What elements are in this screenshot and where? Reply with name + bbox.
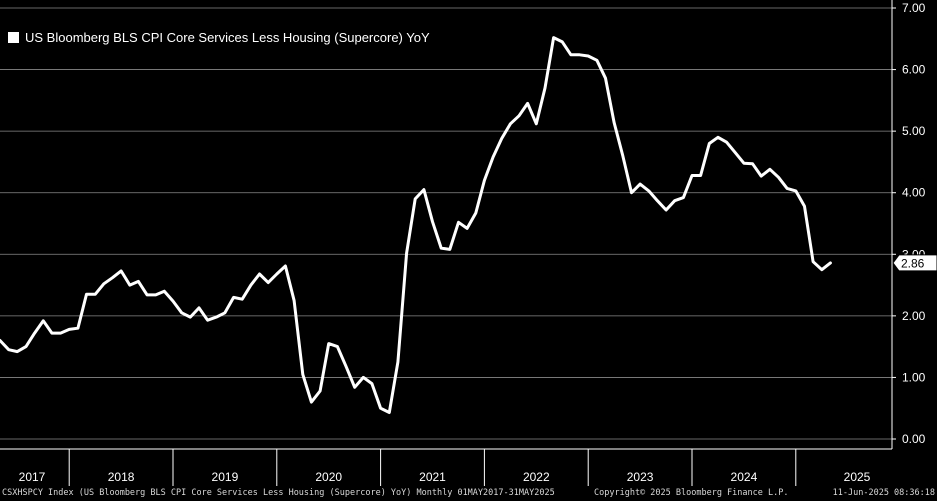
y-tick-label: 1.00 xyxy=(902,370,926,384)
y-tick-label: 7.00 xyxy=(902,1,926,15)
x-tick-label: 2020 xyxy=(315,470,342,484)
x-tick-label: 2025 xyxy=(844,470,871,484)
x-axis: 2017 2018 2019 2020 2021 2022 2023 2024 2025 xyxy=(0,448,892,486)
last-value-tag xyxy=(892,254,937,272)
legend-label: US Bloomberg BLS CPI Core Services Less … xyxy=(25,30,430,45)
series-line xyxy=(0,36,832,414)
x-tick-label: 2019 xyxy=(212,470,239,484)
footer-timestamp: 11-Jun-2025 08:36:18 xyxy=(832,488,935,498)
x-tick-label: 2023 xyxy=(627,470,654,484)
last-value-marker: 2.86 xyxy=(892,254,937,272)
x-tick-label: 2021 xyxy=(419,470,446,484)
line-chart: 0.001.002.003.004.005.006.007.00 2017 201… xyxy=(0,0,937,486)
x-tick-label: 2024 xyxy=(731,470,758,484)
x-tick-label: 2018 xyxy=(108,470,135,484)
y-tick-label: 0.00 xyxy=(902,432,926,446)
y-tick-label: 2.00 xyxy=(902,309,926,323)
legend-swatch xyxy=(8,32,19,43)
legend: US Bloomberg BLS CPI Core Services Less … xyxy=(8,30,430,45)
last-value-label: 2.86 xyxy=(901,256,925,270)
footer-copyright: Copyright© 2025 Bloomberg Finance L.P. xyxy=(594,488,789,498)
footer-source: CSXHSPCY Index (US Bloomberg BLS CPI Cor… xyxy=(2,488,555,498)
y-axis: 0.001.002.003.004.005.006.007.00 xyxy=(891,0,926,449)
y-tick-label: 5.00 xyxy=(902,124,926,138)
y-tick-label: 4.00 xyxy=(902,186,926,200)
x-tick-label: 2022 xyxy=(523,470,550,484)
x-tick-label: 2017 xyxy=(19,470,46,484)
plot-area xyxy=(0,36,832,414)
gridlines xyxy=(0,7,892,440)
y-tick-label: 6.00 xyxy=(902,63,926,77)
footer: CSXHSPCY Index (US Bloomberg BLS CPI Cor… xyxy=(0,486,937,501)
